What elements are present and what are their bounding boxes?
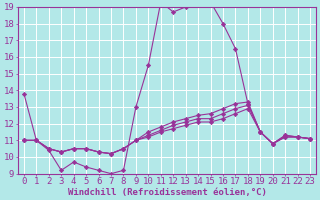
X-axis label: Windchill (Refroidissement éolien,°C): Windchill (Refroidissement éolien,°C) — [68, 188, 267, 197]
